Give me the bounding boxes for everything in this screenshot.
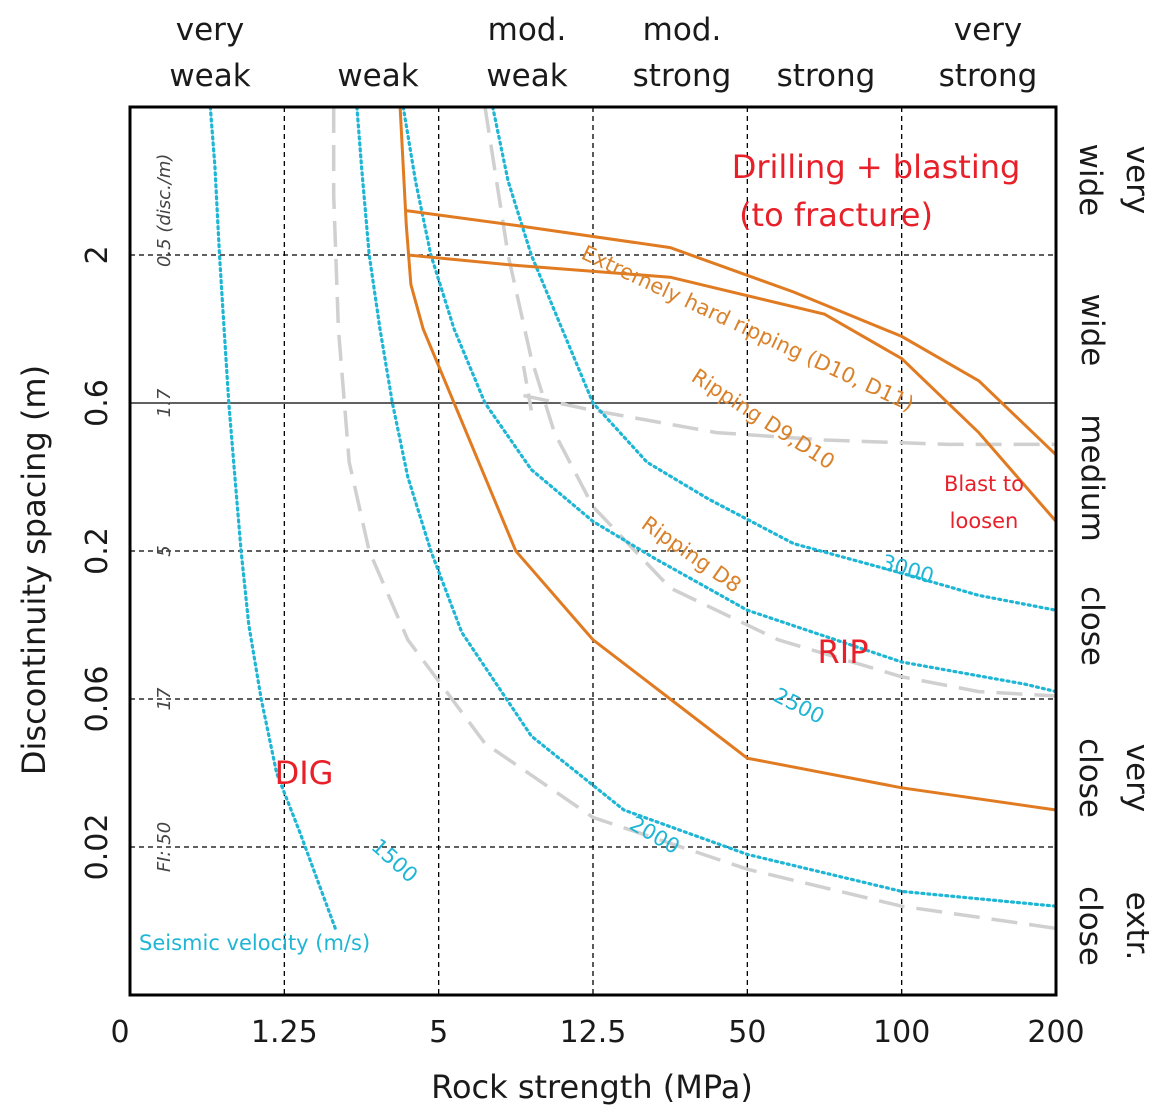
x-tick-labels: 0 1.25 5 12.5 50 100 200 [110,1015,1084,1050]
grey-dashed-curve [483,106,1057,698]
fi-tick-label: 5 [154,545,175,556]
x-tick-label: 0 [110,1015,129,1050]
strength-class-labels: very weak weak mod. weak mod. strong strong very… [169,12,1037,94]
strength-class-label: mod. [488,12,567,48]
y-tick-label: 0.06 [80,666,115,733]
grey-dashed-curve [521,365,534,411]
seismic-label-1500: 1500 [367,834,423,888]
blast-zone-label-1: Blast to [944,472,1024,496]
strength-class-label: mod. [643,12,722,48]
x-tick-label: 5 [429,1015,448,1050]
x-tick-label: 1.25 [251,1015,318,1050]
y-tick-label: 0.2 [80,527,115,575]
seismic-curve-2500 [401,105,1058,694]
spacing-class-label: medium [1074,414,1110,541]
spacing-class-label: very [1119,744,1155,813]
x-tick-label: 12.5 [560,1015,627,1050]
excavation-boundary [406,209,1058,456]
drilling-zone-label-1: Drilling + blasting [732,148,1021,186]
seismic-velocity-title: Seismic velocity (m/s) [139,931,370,955]
x-tick-label: 50 [728,1015,766,1050]
series-layer [208,105,1058,931]
seismic-label-2000: 2000 [626,812,684,860]
dig-zone-label: DIG [275,754,334,792]
fi-tick-label: FI: 50 [154,822,175,872]
y-axis-title: Discontinuity spacing (m) [15,365,53,775]
y-tick-label: 0.6 [80,379,115,427]
y-tick-labels: 2 0.6 0.2 0.06 0.02 [80,245,115,880]
strength-class-label: very [954,12,1023,48]
seismic-curve-1500 [208,105,337,930]
spacing-class-label: close [1072,738,1108,818]
x-tick-label: 200 [1027,1015,1084,1050]
ripping-d8-label: Ripping D8 [637,511,746,597]
spacing-class-label: close [1074,586,1110,666]
spacing-class-label: extr. [1119,892,1155,961]
grey-dashed-curve [331,107,1057,931]
y-tick-label: 0.02 [80,814,115,881]
excavation-boundary [407,253,1058,523]
spacing-class-label: close [1072,886,1108,966]
blast-zone-label-2: loosen [950,509,1019,533]
strength-class-label: strong [777,58,876,94]
plot-frame [128,105,1058,997]
x-axis-title: Rock strength (MPa) [431,1068,753,1106]
strength-class-label: very [176,12,245,48]
strength-class-label: weak [337,58,418,94]
ripping-d9-label: Ripping D9,D10 [687,364,839,474]
seismic-curve-3000 [491,105,1058,612]
strength-class-label: strong [939,58,1038,94]
strength-class-label: strong [633,58,732,94]
spacing-class-label: wide [1072,144,1108,217]
x-tick-label: 100 [873,1015,930,1050]
seismic-label-3000: 3000 [879,550,937,589]
spacing-class-label: wide [1074,294,1110,367]
y-tick-label: 2 [80,245,115,264]
fi-tick-labels: 0.5 (disc./m) 1.7 5 17 FI: 50 [154,154,175,873]
fi-tick-label: 0.5 (disc./m) [154,154,175,267]
grey-dashed-curve [523,393,1056,447]
fi-tick-label: 17 [154,687,175,710]
drilling-zone-label-2: (to fracture) [739,196,933,234]
seismic-velocity-labels: 1500 2000 2500 3000 [367,550,937,888]
spacing-class-labels: very wide wide medium close very close extr. clo… [1072,144,1155,966]
strength-class-label: weak [486,58,567,94]
spacing-class-label: very [1119,146,1155,215]
fi-tick-label: 1.7 [154,388,175,417]
strength-class-label: weak [169,58,250,94]
seismic-curve-2000 [355,105,1058,908]
seismic-label-2500: 2500 [770,683,829,729]
grid [130,107,1056,995]
excavation-boundary [398,106,1057,812]
rip-zone-label: RIP [818,633,869,671]
